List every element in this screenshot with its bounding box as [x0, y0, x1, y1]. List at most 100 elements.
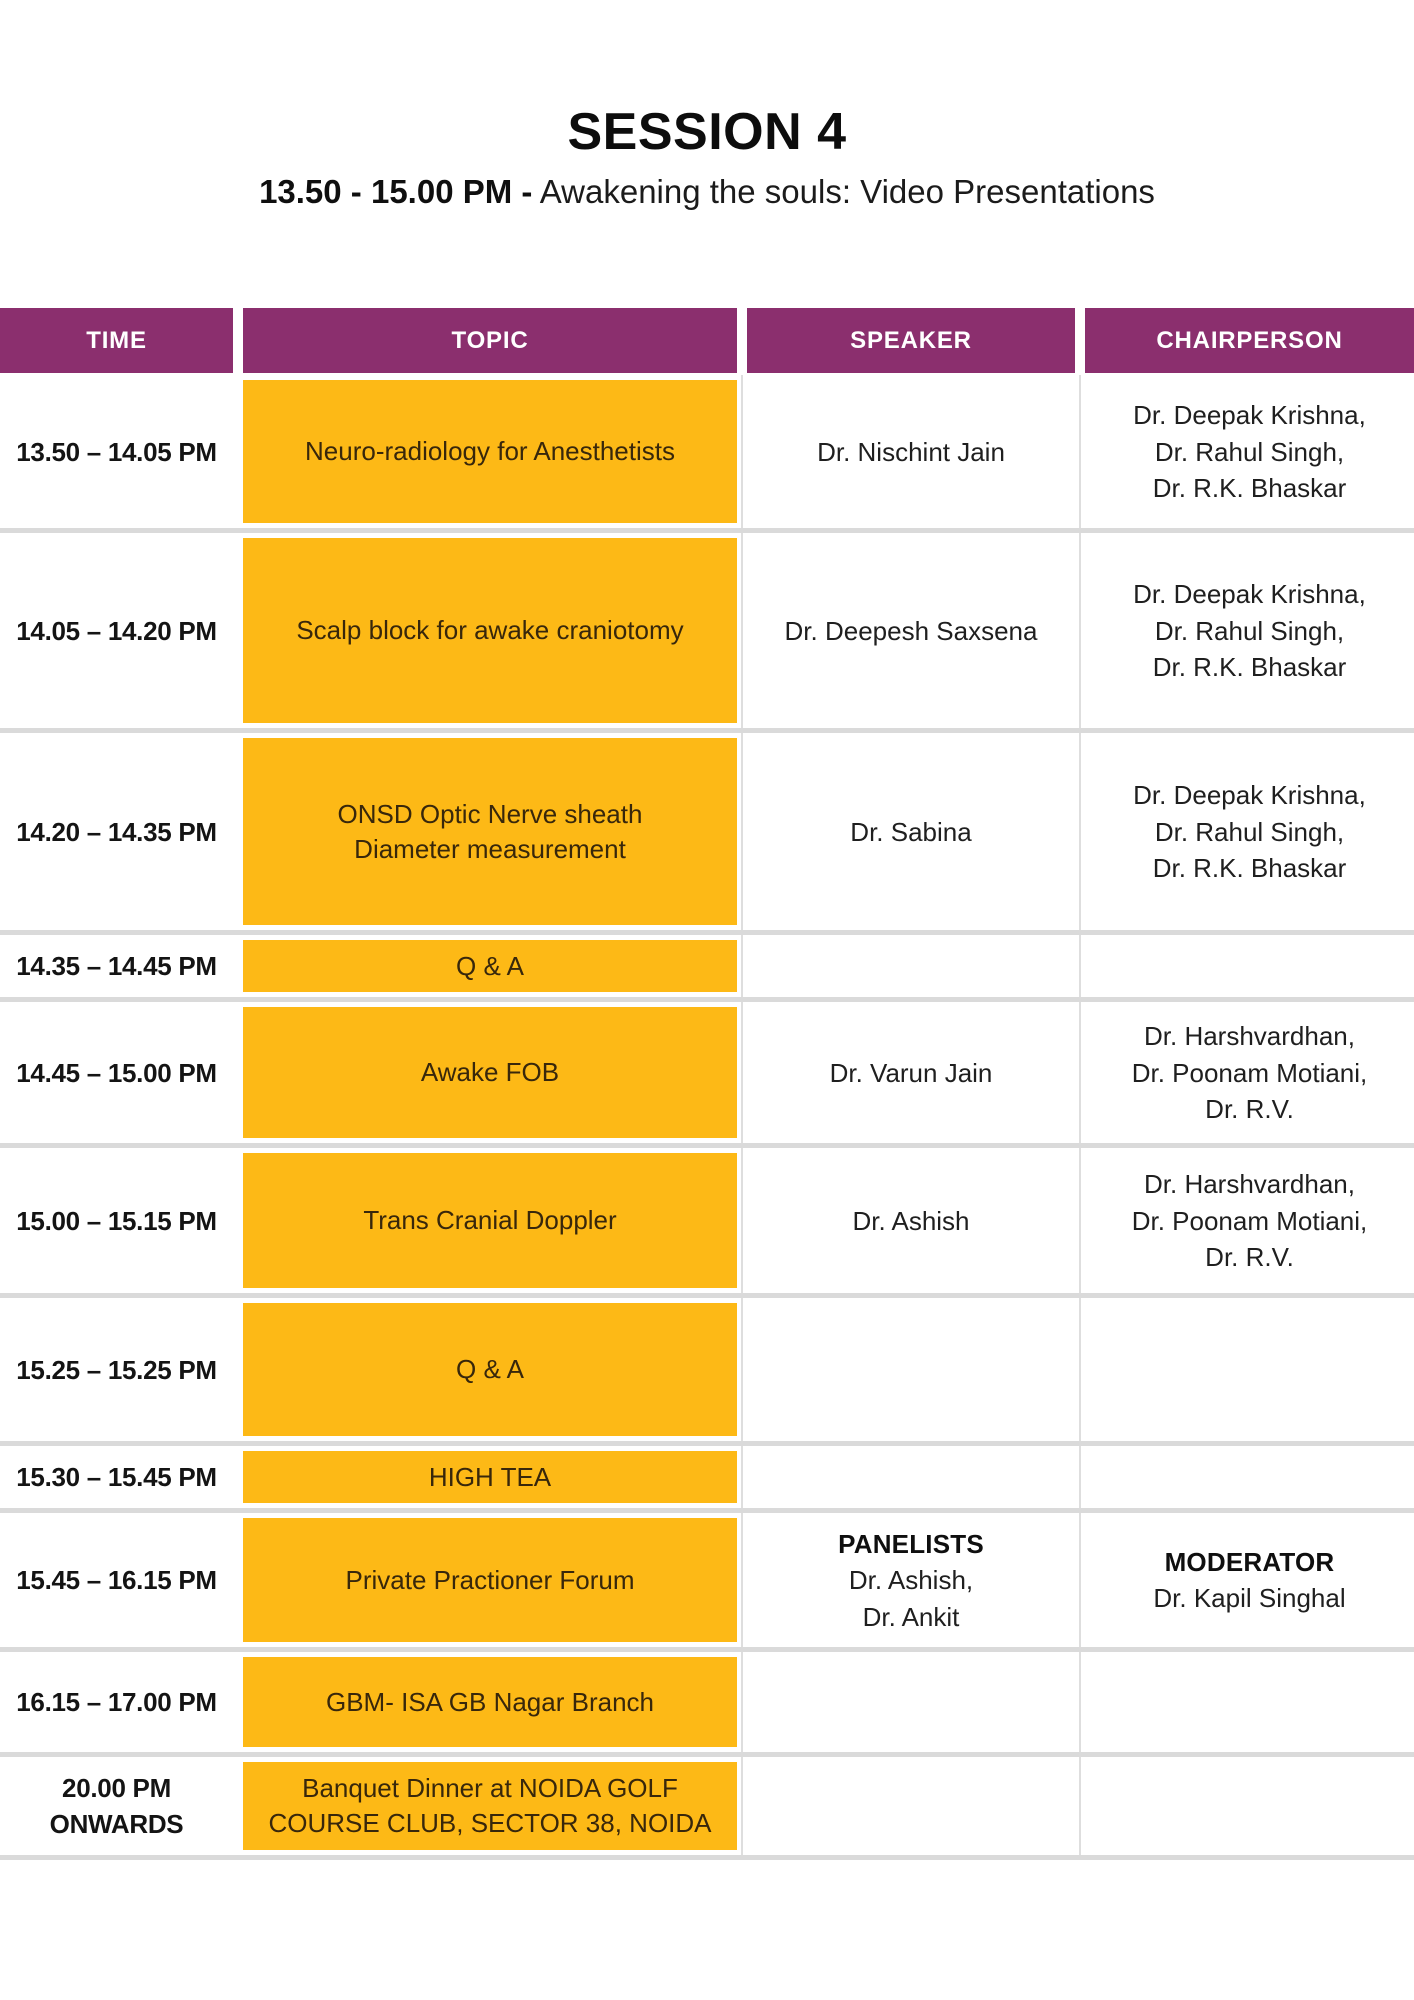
text-line: 13.50 – 14.05 PM [16, 436, 217, 467]
text-line: Dr. Deepak Krishna, [1133, 780, 1366, 811]
text-line: Dr. Rahul Singh, [1154, 615, 1345, 646]
text-line: Dr. Kapil Singhal [1153, 1583, 1346, 1614]
table-row: 20.00 PM ONWARDS Banquet Dinner at NOIDA G… [0, 1757, 1414, 1861]
text-line: ONSD Optic Nerve sheath [337, 798, 643, 829]
text-line: 14.20 – 14.35 PM [16, 816, 217, 847]
chairperson-cell: Dr. Harshvardhan, Dr. Poonam Motiani, Dr. … [1085, 1002, 1414, 1143]
text-line: Scalp block for awake craniotomy [296, 615, 684, 646]
session-description: Awakening the souls: Video Presentations [532, 173, 1155, 211]
speaker-cell: Dr. Nischint Jain [747, 375, 1081, 529]
text-line: Dr. Rahul Singh, [1154, 436, 1345, 467]
chairperson-cell [1085, 1652, 1414, 1752]
table-row: 13.50 – 14.05 PM Neuro-radiology for Anes… [0, 375, 1414, 534]
chairperson-cell [1085, 1298, 1414, 1441]
topic-cell: Trans Cranial Doppler [243, 1148, 743, 1294]
chairperson-cell: Dr. Harshvardhan, Dr. Poonam Motiani, Dr. … [1085, 1148, 1414, 1293]
time-cell: 20.00 PM ONWARDS [0, 1757, 233, 1855]
table-row: 14.35 – 14.45 PM Q & A [0, 935, 1414, 1003]
time-cell: 16.15 – 17.00 PM [0, 1652, 233, 1752]
speaker-cell: Dr. Ashish [747, 1148, 1081, 1294]
text-line: 16.15 – 17.00 PM [16, 1687, 217, 1718]
time-cell: 15.00 – 15.15 PM [0, 1148, 233, 1293]
text-line: 15.45 – 16.15 PM [16, 1565, 217, 1596]
topic-highlight: HIGH TEA [243, 1451, 737, 1504]
text-line: Dr. Harshvardhan, [1144, 1169, 1355, 1200]
topic-highlight: Q & A [243, 1303, 737, 1437]
text-line: Dr. R.K. Bhaskar [1152, 853, 1347, 884]
speaker-cell: Dr. Sabina [747, 733, 1081, 931]
speaker-cell: Dr. Deepesh Saxsena [747, 533, 1081, 729]
text-line: Dr. Deepesh Saxsena [784, 615, 1038, 646]
schedule-table: TIME TOPIC SPEAKER CHAIRPERSON 13.50 – 1… [0, 308, 1414, 1861]
text-line: Dr. Ashish [852, 1205, 970, 1236]
text-line: Dr. Rahul Singh, [1154, 816, 1345, 847]
table-row: 15.30 – 15.45 PM HIGH TEA [0, 1446, 1414, 1514]
chairperson-cell: Dr. Deepak Krishna, Dr. Rahul Singh, Dr. R… [1085, 533, 1414, 728]
text-line: Dr. R.V. [1205, 1242, 1294, 1273]
speaker-cell [747, 1757, 1081, 1856]
text-line: Private Practioner Forum [345, 1564, 635, 1595]
session-subtitle: 13.50 - 15.00 PM - Awakening the souls: … [0, 171, 1414, 212]
text-line: Dr. Poonam Motiani, [1131, 1205, 1368, 1236]
speaker-role-label: PANELISTS [838, 1528, 984, 1559]
topic-cell: ONSD Optic Nerve sheath Diameter measurem… [243, 733, 743, 931]
column-header-speaker: SPEAKER [747, 308, 1075, 374]
chairperson-cell: MODERATOR Dr. Kapil Singhal [1085, 1513, 1414, 1647]
column-header-chairperson: CHAIRPERSON [1085, 308, 1414, 374]
speaker-cell [747, 1446, 1081, 1509]
text-line: Neuro-radiology for Anesthetists [305, 436, 675, 467]
text-line: Q & A [456, 950, 524, 981]
topic-highlight: Awake FOB [243, 1007, 737, 1139]
text-line: Dr. Nischint Jain [817, 436, 1005, 467]
topic-highlight: Scalp block for awake craniotomy [243, 538, 737, 724]
text-line: Dr. Varun Jain [829, 1057, 993, 1088]
text-line: 15.00 – 15.15 PM [16, 1205, 217, 1236]
text-line: Dr. Harshvardhan, [1144, 1021, 1355, 1052]
text-line: Dr. Deepak Krishna, [1133, 579, 1366, 610]
topic-cell: Scalp block for awake craniotomy [243, 533, 743, 729]
text-line: COURSE CLUB, SECTOR 38, NOIDA [268, 1808, 712, 1839]
chairperson-cell [1085, 935, 1414, 997]
topic-cell: Q & A [243, 935, 743, 998]
text-line: 14.35 – 14.45 PM [16, 951, 217, 982]
text-line: Awake FOB [420, 1057, 560, 1088]
topic-cell: Awake FOB [243, 1002, 743, 1144]
table-row: 15.45 – 16.15 PM Private Practioner Forum… [0, 1513, 1414, 1653]
text-line: Banquet Dinner at NOIDA GOLF [302, 1773, 678, 1804]
table-row: 14.45 – 15.00 PM Awake FOB Dr. Varun Jain D… [0, 1002, 1414, 1149]
time-cell: 15.25 – 15.25 PM [0, 1298, 233, 1441]
text-line: ONWARDS [49, 1809, 184, 1840]
time-cell: 13.50 – 14.05 PM [0, 375, 233, 528]
time-cell: 14.05 – 14.20 PM [0, 533, 233, 728]
speaker-cell: PANELISTS Dr. Ashish, Dr. Ankit [747, 1513, 1081, 1648]
text-line: Dr. Poonam Motiani, [1131, 1057, 1368, 1088]
time-cell: 15.30 – 15.45 PM [0, 1446, 233, 1508]
text-line: 14.05 – 14.20 PM [16, 615, 217, 646]
topic-cell: HIGH TEA [243, 1446, 743, 1509]
topic-cell: Private Practioner Forum [243, 1513, 743, 1648]
text-line: 15.25 – 15.25 PM [16, 1354, 217, 1385]
chairperson-cell: Dr. Deepak Krishna, Dr. Rahul Singh, Dr. R… [1085, 733, 1414, 930]
time-cell: 14.35 – 14.45 PM [0, 935, 233, 997]
text-line: Dr. Ashish, [848, 1565, 974, 1596]
topic-highlight: Q & A [243, 940, 737, 993]
table-body: 13.50 – 14.05 PM Neuro-radiology for Anes… [0, 375, 1414, 1861]
text-line: HIGH TEA [428, 1461, 552, 1492]
text-line: Dr. R.V. [1205, 1094, 1294, 1125]
text-line: Diameter measurement [354, 833, 626, 864]
column-header-topic: TOPIC [243, 308, 737, 374]
table-row: 14.05 – 14.20 PM Scalp block for awake cr… [0, 533, 1414, 734]
speaker-cell [747, 1652, 1081, 1753]
table-row: 15.00 – 15.15 PM Trans Cranial Doppler Dr.… [0, 1148, 1414, 1299]
text-line: Q & A [456, 1354, 524, 1385]
session-time-range: 13.50 - 15.00 PM - [259, 173, 533, 211]
speaker-cell [747, 935, 1081, 998]
chairperson-cell [1085, 1446, 1414, 1508]
topic-highlight: GBM- ISA GB Nagar Branch [243, 1657, 737, 1748]
speaker-cell [747, 1298, 1081, 1442]
time-cell: 15.45 – 16.15 PM [0, 1513, 233, 1647]
time-cell: 14.20 – 14.35 PM [0, 733, 233, 930]
text-line: Dr. Deepak Krishna, [1133, 400, 1366, 431]
table-row: 14.20 – 14.35 PM ONSD Optic Nerve sheath D… [0, 733, 1414, 936]
speaker-cell: Dr. Varun Jain [747, 1002, 1081, 1144]
